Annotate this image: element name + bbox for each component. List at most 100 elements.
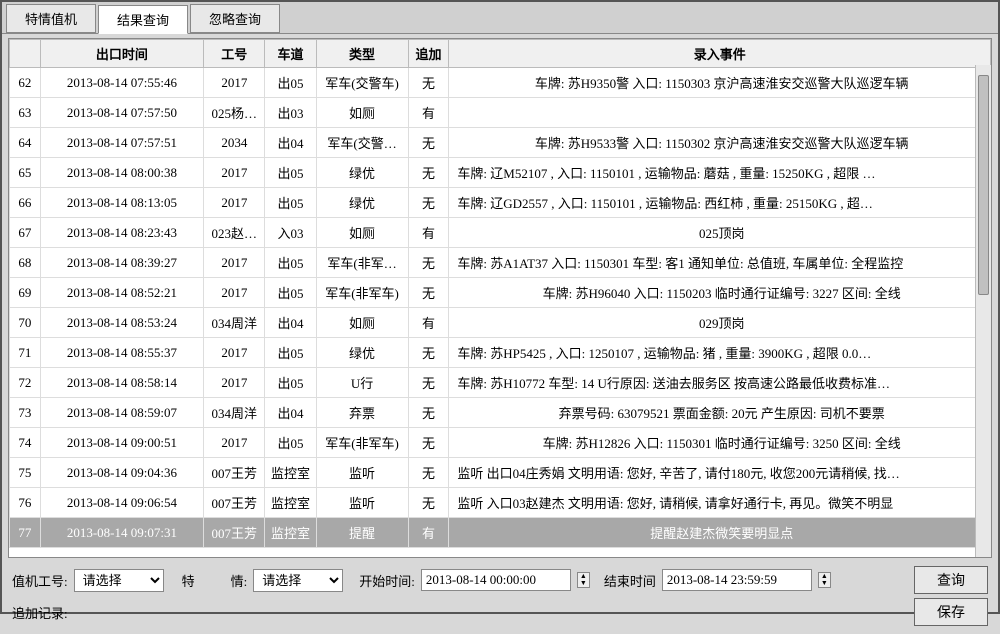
table-row[interactable]: 722013-08-14 08:58:142017出05U行无车牌: 苏H107… bbox=[10, 368, 991, 398]
te-label: 特 bbox=[182, 571, 195, 590]
table-row[interactable]: 712013-08-14 08:55:372017出05绿优无车牌: 苏HP54… bbox=[10, 338, 991, 368]
query-button[interactable]: 查询 bbox=[914, 566, 988, 594]
cell: 军车(非军… bbox=[316, 248, 408, 278]
table-row[interactable]: 772013-08-14 09:07:31007王芳监控室提醒有提醒赵建杰微笑要… bbox=[10, 518, 991, 548]
start-time-input[interactable] bbox=[421, 569, 571, 591]
cell: 监听 bbox=[316, 458, 408, 488]
cell: 2017 bbox=[204, 68, 265, 98]
cell: 绿优 bbox=[316, 188, 408, 218]
col-header-row_no[interactable] bbox=[10, 40, 41, 68]
cell: 2013-08-14 08:55:37 bbox=[40, 338, 204, 368]
cell: 2017 bbox=[204, 368, 265, 398]
tab-结果查询[interactable]: 结果查询 bbox=[98, 5, 188, 34]
cell: 62 bbox=[10, 68, 41, 98]
cell: 无 bbox=[408, 278, 449, 308]
cell: 64 bbox=[10, 128, 41, 158]
cell: 75 bbox=[10, 458, 41, 488]
cell: 029顶岗 bbox=[449, 308, 991, 338]
cell: 2013-08-14 09:04:36 bbox=[40, 458, 204, 488]
cell: 2017 bbox=[204, 188, 265, 218]
cell: 有 bbox=[408, 98, 449, 128]
cell: 车牌: 苏H96040 入口: 1150203 临时通行证编号: 3227 区间… bbox=[449, 278, 991, 308]
cell: 无 bbox=[408, 158, 449, 188]
cell: 2013-08-14 08:58:14 bbox=[40, 368, 204, 398]
table-row[interactable]: 652013-08-14 08:00:382017出05绿优无车牌: 辽M521… bbox=[10, 158, 991, 188]
cell: 车牌: 苏H12826 入口: 1150301 临时通行证编号: 3250 区间… bbox=[449, 428, 991, 458]
table-row[interactable]: 702013-08-14 08:53:24034周洋出04如厕有029顶岗 bbox=[10, 308, 991, 338]
cell: 如厕 bbox=[316, 98, 408, 128]
cell: 2034 bbox=[204, 128, 265, 158]
cell: 提醒赵建杰微笑要明显点 bbox=[449, 518, 991, 548]
cell: 76 bbox=[10, 488, 41, 518]
end-time-input[interactable] bbox=[662, 569, 812, 591]
col-header-exit_time[interactable]: 出口时间 bbox=[40, 40, 204, 68]
col-header-staff_id[interactable]: 工号 bbox=[204, 40, 265, 68]
table-row[interactable]: 762013-08-14 09:06:54007王芳监控室监听无监听 入口03赵… bbox=[10, 488, 991, 518]
table-row[interactable]: 672013-08-14 08:23:43023赵…入03如厕有025顶岗 bbox=[10, 218, 991, 248]
cell: 74 bbox=[10, 428, 41, 458]
cell: 无 bbox=[408, 128, 449, 158]
cell: 77 bbox=[10, 518, 41, 548]
cell: 车牌: 辽M52107 , 入口: 1150101 , 运输物品: 蘑菇 , 重… bbox=[449, 158, 991, 188]
save-button[interactable]: 保存 bbox=[914, 598, 988, 626]
cell: 2017 bbox=[204, 248, 265, 278]
table-row[interactable]: 662013-08-14 08:13:052017出05绿优无车牌: 辽GD25… bbox=[10, 188, 991, 218]
staff-id-label: 值机工号: bbox=[12, 571, 68, 590]
cell: 车牌: 苏H9350警 入口: 1150303 京沪高速淮安交巡警大队巡逻车辆 bbox=[449, 68, 991, 98]
table-row[interactable]: 642013-08-14 07:57:512034出04军车(交警…无车牌: 苏… bbox=[10, 128, 991, 158]
cell: 出04 bbox=[265, 128, 316, 158]
cell: 出05 bbox=[265, 278, 316, 308]
table-row[interactable]: 622013-08-14 07:55:462017出05军车(交警车)无车牌: … bbox=[10, 68, 991, 98]
staff-id-select[interactable]: 请选择 bbox=[74, 569, 164, 592]
col-header-type[interactable]: 类型 bbox=[316, 40, 408, 68]
cell: 出05 bbox=[265, 338, 316, 368]
cell: 有 bbox=[408, 308, 449, 338]
table-row[interactable]: 692013-08-14 08:52:212017出05军车(非军车)无车牌: … bbox=[10, 278, 991, 308]
tab-忽略查询[interactable]: 忽略查询 bbox=[190, 4, 280, 33]
cell: 出04 bbox=[265, 308, 316, 338]
cell: 2017 bbox=[204, 338, 265, 368]
qing-select[interactable]: 请选择 bbox=[253, 569, 343, 592]
table-row[interactable]: 742013-08-14 09:00:512017出05军车(非军车)无车牌: … bbox=[10, 428, 991, 458]
cell: 71 bbox=[10, 338, 41, 368]
cell: 有 bbox=[408, 218, 449, 248]
table-row[interactable]: 752013-08-14 09:04:36007王芳监控室监听无监听 出口04庄… bbox=[10, 458, 991, 488]
cell: U行 bbox=[316, 368, 408, 398]
cell: 2013-08-14 08:39:27 bbox=[40, 248, 204, 278]
cell: 2013-08-14 09:06:54 bbox=[40, 488, 204, 518]
cell: 007王芳 bbox=[204, 488, 265, 518]
cell: 2013-08-14 08:52:21 bbox=[40, 278, 204, 308]
cell: 出05 bbox=[265, 188, 316, 218]
scroll-thumb[interactable] bbox=[978, 75, 989, 295]
cell: 出03 bbox=[265, 98, 316, 128]
vertical-scrollbar[interactable] bbox=[975, 65, 991, 557]
cell bbox=[449, 98, 991, 128]
table-row[interactable]: 732013-08-14 08:59:07034周洋出04弃票无弃票号码: 63… bbox=[10, 398, 991, 428]
col-header-append[interactable]: 追加 bbox=[408, 40, 449, 68]
start-time-label: 开始时间: bbox=[359, 571, 415, 590]
cell: 出05 bbox=[265, 158, 316, 188]
start-time-spinner[interactable]: ▲▼ bbox=[577, 572, 590, 588]
cell: 007王芳 bbox=[204, 518, 265, 548]
cell: 提醒 bbox=[316, 518, 408, 548]
table-row[interactable]: 682013-08-14 08:39:272017出05军车(非军…无车牌: 苏… bbox=[10, 248, 991, 278]
cell: 63 bbox=[10, 98, 41, 128]
cell: 2017 bbox=[204, 158, 265, 188]
cell: 车牌: 辽GD2557 , 入口: 1150101 , 运输物品: 西红柿 , … bbox=[449, 188, 991, 218]
cell: 出05 bbox=[265, 368, 316, 398]
col-header-event[interactable]: 录入事件 bbox=[449, 40, 991, 68]
cell: 67 bbox=[10, 218, 41, 248]
cell: 2013-08-14 08:23:43 bbox=[40, 218, 204, 248]
cell: 出05 bbox=[265, 248, 316, 278]
cell: 军车(非军车) bbox=[316, 428, 408, 458]
table-row[interactable]: 632013-08-14 07:57:50025杨…出03如厕有 bbox=[10, 98, 991, 128]
cell: 有 bbox=[408, 518, 449, 548]
col-header-lane[interactable]: 车道 bbox=[265, 40, 316, 68]
end-time-spinner[interactable]: ▲▼ bbox=[818, 572, 831, 588]
cell: 如厕 bbox=[316, 308, 408, 338]
cell: 出05 bbox=[265, 68, 316, 98]
cell: 70 bbox=[10, 308, 41, 338]
cell: 无 bbox=[408, 248, 449, 278]
cell: 车牌: 苏H9533警 入口: 1150302 京沪高速淮安交巡警大队巡逻车辆 bbox=[449, 128, 991, 158]
tab-特情值机[interactable]: 特情值机 bbox=[6, 4, 96, 33]
